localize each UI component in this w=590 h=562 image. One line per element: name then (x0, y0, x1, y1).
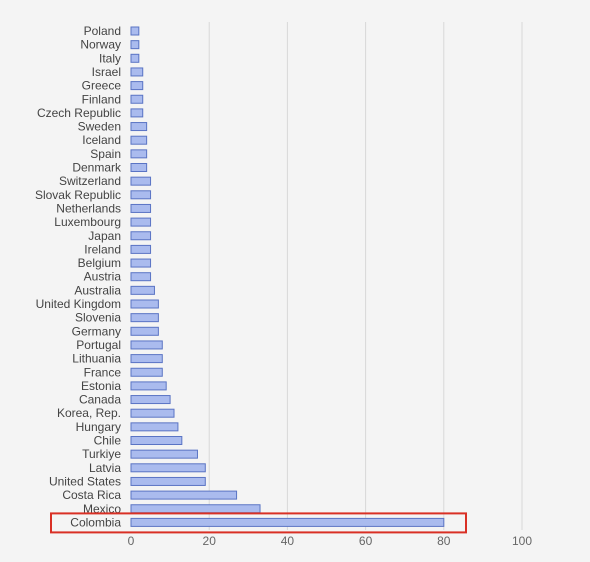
category-label: Hungary (76, 420, 121, 434)
category-label: Norway (80, 38, 121, 52)
bar (130, 313, 159, 323)
category-label: Costa Rica (62, 488, 121, 502)
bar (130, 490, 238, 500)
category-label: Finland (82, 92, 121, 106)
bar (130, 135, 148, 145)
bar (130, 422, 179, 432)
category-label: Latvia (89, 461, 121, 475)
bar (130, 395, 171, 405)
bar (130, 272, 152, 282)
category-label: Ireland (84, 242, 121, 256)
bar (130, 81, 144, 91)
bar (130, 67, 144, 77)
x-tick-label: 20 (203, 534, 217, 548)
bar (130, 26, 140, 36)
bar (130, 231, 152, 241)
x-tick-label: 80 (437, 534, 451, 548)
x-tick-label: 60 (359, 534, 373, 548)
category-label: France (84, 365, 122, 379)
category-label: Switzerland (59, 174, 121, 188)
x-tick-label: 0 (128, 534, 135, 548)
category-label: Estonia (81, 379, 121, 393)
bar (130, 53, 140, 63)
bar (130, 285, 155, 295)
x-tick-label: 100 (512, 534, 532, 548)
category-label: United States (49, 474, 121, 488)
category-label: Spain (90, 147, 121, 161)
bar (130, 449, 198, 459)
x-tick-label: 40 (281, 534, 295, 548)
bar (130, 149, 148, 159)
category-label: Canada (79, 393, 121, 407)
category-label: Lithuania (72, 352, 121, 366)
category-label: Mexico (83, 502, 121, 516)
category-label: Slovak Republic (35, 188, 121, 202)
bar (130, 408, 175, 418)
bar (130, 436, 183, 445)
bar (130, 354, 163, 364)
bar (130, 176, 152, 186)
bar (130, 517, 445, 527)
category-label: Germany (72, 324, 121, 338)
bar (130, 367, 163, 377)
bar (130, 108, 144, 118)
category-label: Belgium (78, 256, 121, 270)
bar (130, 190, 152, 200)
category-label: Netherlands (56, 201, 121, 215)
category-label: Denmark (72, 161, 122, 175)
category-label: Sweden (78, 120, 121, 134)
category-label: Portugal (76, 338, 121, 352)
bar (130, 504, 261, 514)
category-label: Korea, Rep. (57, 406, 121, 420)
category-label: Czech Republic (37, 106, 121, 120)
bar (130, 381, 167, 391)
bar (130, 122, 148, 132)
category-label: United Kingdom (36, 297, 121, 311)
bar (130, 217, 152, 227)
category-label: Israel (92, 65, 121, 79)
category-label: Chile (94, 434, 122, 448)
bar (130, 94, 144, 104)
category-label: Slovenia (75, 311, 121, 325)
bar (130, 203, 152, 213)
bar (130, 476, 206, 486)
bar (130, 258, 152, 268)
bar (130, 244, 152, 254)
category-label: Poland (84, 24, 121, 38)
bar (130, 463, 206, 473)
category-label: Japan (88, 229, 121, 243)
bar (130, 163, 148, 172)
bar (130, 340, 163, 350)
category-label: Luxembourg (54, 215, 121, 229)
category-label: Australia (74, 283, 121, 297)
category-label: Colombia (70, 515, 121, 529)
highlight-box (50, 512, 467, 534)
category-label: Iceland (82, 133, 121, 147)
bar (130, 326, 159, 336)
bar (130, 40, 140, 50)
category-label: Austria (84, 270, 122, 284)
category-label: Greece (82, 79, 122, 93)
category-label: Italy (99, 51, 121, 65)
category-label: Turkiye (82, 447, 121, 461)
bar (130, 299, 159, 309)
